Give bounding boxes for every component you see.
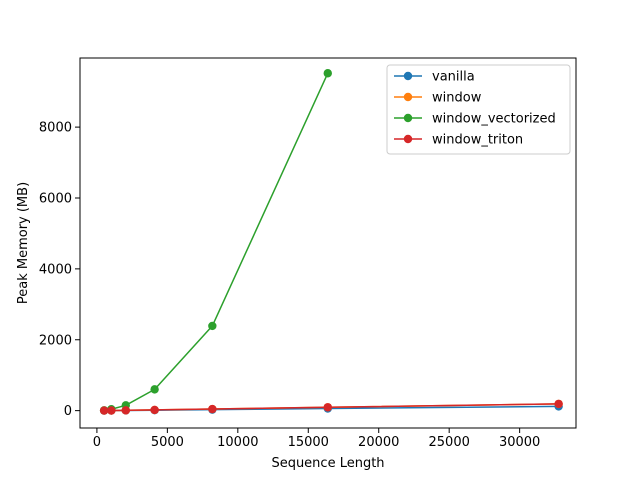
data-point — [554, 399, 563, 409]
series-window_triton — [99, 399, 563, 415]
x-tick-label: 25000 — [429, 435, 470, 450]
y-tick-label: 2000 — [39, 333, 72, 348]
legend-swatch-marker — [403, 92, 413, 102]
data-point — [323, 69, 332, 78]
x-axis: 0 5000 10000 15000 20000 25000 30000 — [93, 428, 540, 450]
x-tick-label: 5000 — [151, 435, 184, 450]
x-axis-label: Sequence Length — [271, 456, 384, 471]
x-tick-label: 0 — [93, 435, 101, 450]
data-point — [121, 406, 130, 415]
legend-label: window — [432, 91, 482, 106]
data-point — [208, 404, 217, 414]
y-axis-label: Peak Memory (MB) — [16, 182, 31, 304]
legend-label: vanilla — [432, 70, 475, 85]
legend-swatch-marker — [403, 134, 413, 144]
legend-item: vanilla — [394, 70, 475, 85]
legend-swatch-marker — [403, 71, 413, 81]
legend-item: window_triton — [394, 133, 523, 148]
data-point — [150, 405, 159, 415]
legend: vanilla window window_vectorized window_tri… — [386, 64, 571, 155]
legend-swatch-marker — [403, 113, 413, 123]
data-point — [107, 406, 116, 415]
x-tick-label: 20000 — [358, 435, 399, 450]
data-point — [323, 403, 332, 412]
y-tick-label: 4000 — [39, 262, 72, 277]
legend-frame — [386, 64, 571, 155]
y-tick-label: 8000 — [39, 121, 72, 136]
legend-item: window_vectorized — [394, 112, 556, 127]
x-tick-label: 10000 — [217, 435, 258, 450]
data-point — [99, 406, 109, 415]
y-axis: 0 2000 4000 6000 8000 — [39, 121, 80, 419]
plot-frame — [79, 57, 577, 429]
y-tick-label: 0 — [64, 404, 72, 419]
legend-item: window — [394, 91, 482, 106]
data-point — [208, 321, 217, 331]
series-layer — [99, 69, 563, 415]
data-point — [150, 385, 159, 394]
legend-label: window_vectorized — [432, 112, 556, 127]
legend-label: window_triton — [432, 133, 523, 148]
x-tick-label: 30000 — [499, 435, 540, 450]
y-tick-label: 6000 — [39, 191, 72, 206]
x-tick-label: 15000 — [288, 435, 329, 450]
